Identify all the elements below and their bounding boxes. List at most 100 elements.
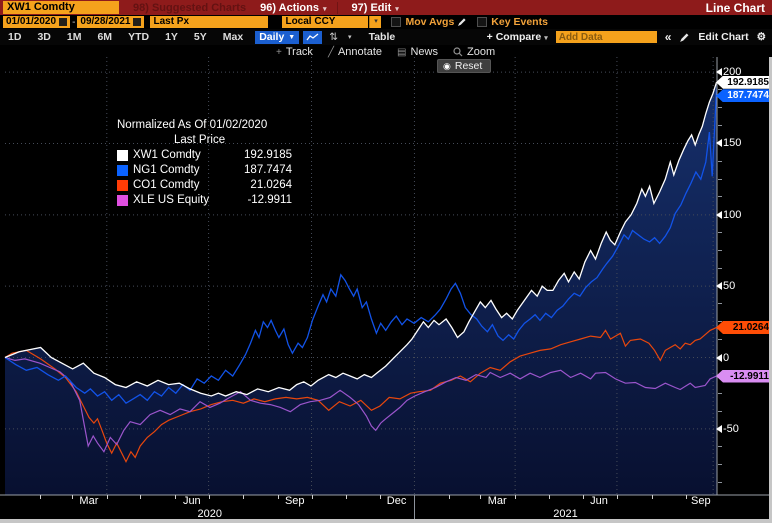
key-events-checkbox[interactable] <box>477 17 488 27</box>
y-minor-tick <box>718 339 722 341</box>
legend-swatch <box>117 180 128 191</box>
calendar-icon[interactable] <box>133 18 142 26</box>
y-minor-tick <box>718 446 722 448</box>
magnifier-icon <box>453 47 463 57</box>
y-minor-tick <box>718 267 722 269</box>
currency-select[interactable]: Local CCY <box>282 16 369 28</box>
news-tool[interactable]: ▤ News <box>397 46 438 58</box>
date-from-field[interactable]: 01/01/2020 <box>3 16 71 28</box>
news-icon: ▤ <box>397 46 407 58</box>
chart-type-label: Line Chart <box>705 0 765 15</box>
compare-button[interactable]: + Compare ▾ <box>486 31 548 43</box>
menu-edit[interactable]: 97) Edit ▾ <box>351 1 399 14</box>
menu-suggested-charts[interactable]: 98) Suggested Charts <box>133 1 247 14</box>
reset-button[interactable]: ◉ Reset <box>437 59 492 73</box>
pencil-icon[interactable] <box>679 32 690 43</box>
range-button-max[interactable]: Max <box>222 31 244 43</box>
x-month-tick <box>175 495 177 499</box>
x-year-label: 2020 <box>197 508 222 520</box>
track-tool[interactable]: + Track <box>276 46 313 58</box>
x-month-tick <box>651 495 653 499</box>
calendar-icon[interactable] <box>59 18 68 26</box>
y-minor-tick <box>718 481 722 483</box>
x-month-tick <box>311 495 313 499</box>
add-data-input[interactable] <box>555 31 657 43</box>
collapse-icon[interactable]: « <box>664 30 672 44</box>
y-minor-tick <box>718 89 722 91</box>
window-right-edge <box>769 57 772 519</box>
range-button-1m[interactable]: 1M <box>66 31 82 43</box>
legend-title: Normalized As Of 01/02/2020 <box>117 119 268 131</box>
x-month-tick <box>277 495 279 499</box>
y-minor-tick <box>718 232 722 234</box>
gear-icon[interactable]: ⚙ <box>756 31 766 43</box>
legend-series-name: XLE US Equity <box>133 194 210 206</box>
range-button-5y[interactable]: 5Y <box>193 31 207 43</box>
last-value-badge: 192.9185 <box>716 75 772 89</box>
x-month-label: Mar <box>487 495 507 507</box>
mov-avgs-label: Mov Avgs <box>405 16 455 28</box>
pencil-icon[interactable] <box>457 17 467 27</box>
x-month-tick <box>449 495 451 499</box>
date-to-field[interactable]: 09/28/2021 <box>77 16 145 28</box>
table-button[interactable]: Table <box>368 31 396 43</box>
zoom-tool[interactable]: Zoom <box>453 46 495 58</box>
chart-area[interactable]: + Track ╱ Annotate ▤ News Zoom ◉ Reset Norma… <box>0 45 772 523</box>
caret-down-icon: ▾ <box>395 5 399 13</box>
y-tick-label: 0 <box>723 351 730 364</box>
range-button-6m[interactable]: 6M <box>97 31 113 43</box>
line-chart-type-button[interactable] <box>303 30 323 44</box>
y-minor-tick <box>718 125 722 127</box>
last-value-badge: 21.0264 <box>716 321 772 334</box>
range-button-ytd[interactable]: YTD <box>128 31 150 43</box>
range-button-1d[interactable]: 1D <box>8 31 22 43</box>
y-minor-tick <box>718 249 722 251</box>
x-month-label: Mar <box>79 495 99 507</box>
x-month-tick <box>686 495 688 499</box>
series-line-ng1 <box>4 89 718 405</box>
period-select[interactable]: Daily ▼ <box>255 30 300 44</box>
y-tick-label: 100 <box>723 208 742 221</box>
x-month-tick <box>208 495 210 499</box>
price-field-input[interactable]: Last Px <box>150 16 269 28</box>
annotate-tool[interactable]: ╱ Annotate <box>327 46 383 58</box>
legend-item: XLE US Equity -12.9911 <box>117 193 292 208</box>
x-month-label: Jun <box>590 495 608 507</box>
y-minor-tick <box>718 464 722 465</box>
mov-avgs-checkbox[interactable] <box>391 17 402 27</box>
series-line-xle <box>4 356 717 453</box>
y-tick-label: 150 <box>723 137 742 150</box>
y-minor-tick <box>718 196 722 198</box>
legend-swatch <box>117 195 128 206</box>
chart-legend: Normalized As Of 01/02/2020 Last Price X… <box>117 118 292 208</box>
y-tick-label: 50 <box>723 280 736 293</box>
currency-caret-icon[interactable]: ▾ <box>369 16 382 28</box>
y-tick-label: 200 <box>723 66 742 79</box>
y-minor-tick <box>718 321 722 323</box>
x-month-label: Dec <box>386 495 407 507</box>
sort-updown-icon[interactable]: ⇅ <box>329 31 339 43</box>
legend-series-value: 187.7474 <box>244 164 292 176</box>
range-button-1y[interactable]: 1Y <box>165 31 178 43</box>
legend-swatch <box>117 150 128 161</box>
area-fill-xw1 <box>5 82 717 496</box>
security-input[interactable] <box>3 1 119 14</box>
query-toolbar: 01/01/2020 - 09/28/2021 Last Px Local CC… <box>0 15 772 29</box>
y-minor-tick <box>718 107 722 109</box>
x-month-tick <box>480 495 482 499</box>
menu-actions[interactable]: 96) Actions ▾ <box>260 1 338 14</box>
legend-series-value: -12.9911 <box>247 194 292 206</box>
legend-item: NG1 Comdty 187.7474 <box>117 163 292 178</box>
y-tick-arrow-icon <box>712 353 722 362</box>
legend-item: XW1 Comdty 192.9185 <box>117 148 292 163</box>
edit-chart-button[interactable]: Edit Chart <box>698 31 749 43</box>
plot-canvas[interactable] <box>0 45 772 523</box>
range-button-3d[interactable]: 3D <box>37 31 51 43</box>
y-tick-arrow-icon <box>712 424 722 433</box>
legend-series-value: 21.0264 <box>250 179 292 191</box>
x-month-label: Jun <box>182 495 201 507</box>
x-month-label: Sep <box>691 495 711 507</box>
x-year-label: 2021 <box>553 508 578 520</box>
chart-type-caret-icon[interactable]: ▾ <box>348 34 352 41</box>
